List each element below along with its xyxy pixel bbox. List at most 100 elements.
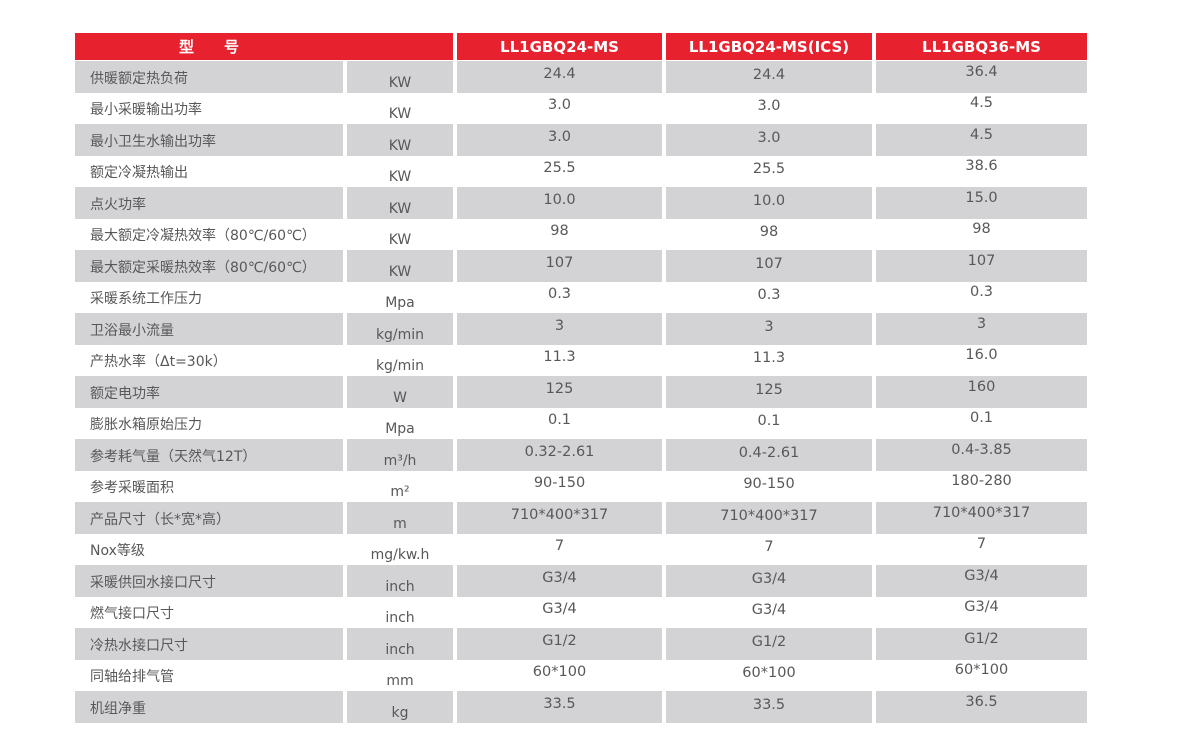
value-cell-model-1: 90-150: [457, 471, 662, 503]
table-row: 燃气接口尺寸 inch G3/4 G3/4 G3/4: [75, 597, 1088, 629]
spec-label-cell: 膨胀水箱原始压力: [75, 408, 343, 440]
value-cell-model-3-text: 4.5: [969, 126, 994, 143]
value-cell-model-3-text: 0.3: [969, 284, 994, 301]
unit-cell-text: Mpa: [385, 295, 415, 312]
value-cell-model-1-text: 3.0: [547, 97, 572, 114]
unit-cell-text: inch: [385, 610, 415, 627]
spec-label-cell-text: 最大额定采暖热效率（80℃/60℃）: [90, 259, 316, 276]
value-cell-model-3: 4.5: [876, 93, 1087, 125]
spec-label-cell-text: 燃气接口尺寸: [90, 606, 174, 623]
spec-label-cell: 产品尺寸（长*宽*高）: [75, 502, 343, 534]
spec-label-cell-text: 额定电功率: [90, 385, 160, 402]
table-row: 膨胀水箱原始压力 Mpa 0.1 0.1 0.1: [75, 408, 1088, 440]
value-cell-model-2-text: 25.5: [752, 161, 786, 178]
header-cell-model-title: 型 号: [75, 33, 453, 60]
table-row: 最大额定冷凝热效率（80℃/60℃） KW 98 98 98: [75, 219, 1088, 251]
unit-cell: m³/h: [347, 439, 453, 471]
spec-label-cell: 同轴给排气管: [75, 660, 343, 692]
value-cell-model-2-text: 710*400*317: [720, 507, 818, 524]
value-cell-model-3-text: G1/2: [964, 630, 999, 647]
value-cell-model-1: G1/2: [457, 628, 662, 660]
table-row: 参考采暖面积 m² 90-150 90-150 180-280: [75, 471, 1088, 503]
value-cell-model-1-text: 125: [545, 380, 574, 397]
value-cell-model-2-text: 33.5: [752, 696, 786, 713]
value-cell-model-2: 60*100: [666, 660, 872, 692]
unit-cell-text: inch: [385, 641, 415, 658]
unit-cell: Mpa: [347, 282, 453, 314]
unit-cell: KW: [347, 250, 453, 282]
value-cell-model-1: 3: [457, 313, 662, 345]
value-cell-model-3: G3/4: [876, 565, 1087, 597]
value-cell-model-1: 11.3: [457, 345, 662, 377]
unit-cell: kg/min: [347, 345, 453, 377]
value-cell-model-2-text: 125: [755, 381, 783, 398]
table-body: 供暖额定热负荷 KW 24.4 24.4 36.4 最小采暖输出功率 KW 3.0 3.0 4.5…: [75, 61, 1088, 723]
value-cell-model-3: 0.3: [876, 282, 1087, 314]
value-cell-model-1-text: G3/4: [542, 569, 577, 586]
value-cell-model-3: 16.0: [876, 345, 1087, 377]
spec-label-cell: 最小采暖输出功率: [75, 93, 343, 125]
value-cell-model-1-text: 25.5: [543, 160, 576, 177]
value-cell-model-3: 7: [876, 534, 1087, 566]
table-row: 卫浴最小流量 kg/min 3 3 3: [75, 313, 1088, 345]
spec-label-cell-text: 参考采暖面积: [90, 480, 174, 497]
value-cell-model-1: 3.0: [457, 93, 662, 125]
value-cell-model-2-text: 7: [764, 539, 774, 556]
value-cell-model-2: 7: [666, 534, 872, 566]
value-cell-model-3: 3: [876, 313, 1087, 345]
value-cell-model-3-text: 16.0: [965, 347, 998, 364]
spec-label-cell: 冷热水接口尺寸: [75, 628, 343, 660]
unit-cell-text: Mpa: [385, 421, 415, 438]
spec-label-cell-text: 最小采暖输出功率: [90, 102, 202, 119]
value-cell-model-2: 0.3: [666, 282, 872, 314]
table-row: 采暖系统工作压力 Mpa 0.3 0.3 0.3: [75, 282, 1088, 314]
value-cell-model-1: 3.0: [457, 124, 662, 156]
value-cell-model-3: 36.4: [876, 61, 1087, 93]
value-cell-model-3-text: 180-280: [951, 473, 1012, 490]
value-cell-model-3-text: 710*400*317: [932, 504, 1031, 521]
value-cell-model-1-text: 11.3: [543, 349, 576, 366]
value-cell-model-2-text: 24.4: [752, 66, 786, 83]
unit-cell-text: KW: [388, 263, 412, 280]
unit-cell-text: KW: [388, 200, 412, 217]
value-cell-model-1: 710*400*317: [457, 502, 662, 534]
spec-label-cell-text: 卫浴最小流量: [90, 322, 174, 339]
spec-label-cell: 额定冷凝热输出: [75, 156, 343, 188]
value-cell-model-3-text: G3/4: [964, 599, 999, 616]
unit-cell: Mpa: [347, 408, 453, 440]
spec-label-cell-text: 同轴给排气管: [90, 669, 174, 686]
value-cell-model-1-text: 90-150: [533, 475, 586, 492]
unit-cell: KW: [347, 93, 453, 125]
value-cell-model-1: 7: [457, 534, 662, 566]
value-cell-model-3-text: 38.6: [965, 158, 998, 175]
value-cell-model-3: 180-280: [876, 471, 1087, 503]
value-cell-model-1: 98: [457, 219, 662, 251]
value-cell-model-1-text: 60*100: [532, 664, 587, 681]
value-cell-model-1-text: 33.5: [543, 695, 576, 712]
unit-cell: inch: [347, 565, 453, 597]
value-cell-model-2: 3: [666, 313, 872, 345]
value-cell-model-3-text: 160: [967, 378, 996, 395]
unit-cell: inch: [347, 597, 453, 629]
value-cell-model-2-text: 0.1: [757, 413, 781, 430]
value-cell-model-1: 60*100: [457, 660, 662, 692]
value-cell-model-3-text: 0.1: [969, 410, 994, 427]
spec-label-cell: 卫浴最小流量: [75, 313, 343, 345]
unit-cell: W: [347, 376, 453, 408]
spec-label-cell: 采暖系统工作压力: [75, 282, 343, 314]
value-cell-model-2-text: 0.3: [757, 287, 781, 304]
value-cell-model-3: 36.5: [876, 691, 1087, 723]
value-cell-model-1-text: 107: [545, 254, 574, 271]
header-cell-model-2: LL1GBQ24-MS(ICS): [666, 33, 872, 60]
value-cell-model-3-text: 15.0: [965, 189, 998, 206]
spec-label-cell: 燃气接口尺寸: [75, 597, 343, 629]
value-cell-model-1-text: G1/2: [542, 632, 577, 649]
value-cell-model-2-text: G1/2: [751, 633, 787, 650]
value-cell-model-1: 10.0: [457, 187, 662, 219]
value-cell-model-3-text: 98: [972, 221, 991, 238]
value-cell-model-2-text: 11.3: [752, 350, 786, 367]
value-cell-model-3: 60*100: [876, 660, 1087, 692]
value-cell-model-1-text: 0.3: [547, 286, 572, 303]
value-cell-model-2: G3/4: [666, 597, 872, 629]
unit-cell: KW: [347, 219, 453, 251]
